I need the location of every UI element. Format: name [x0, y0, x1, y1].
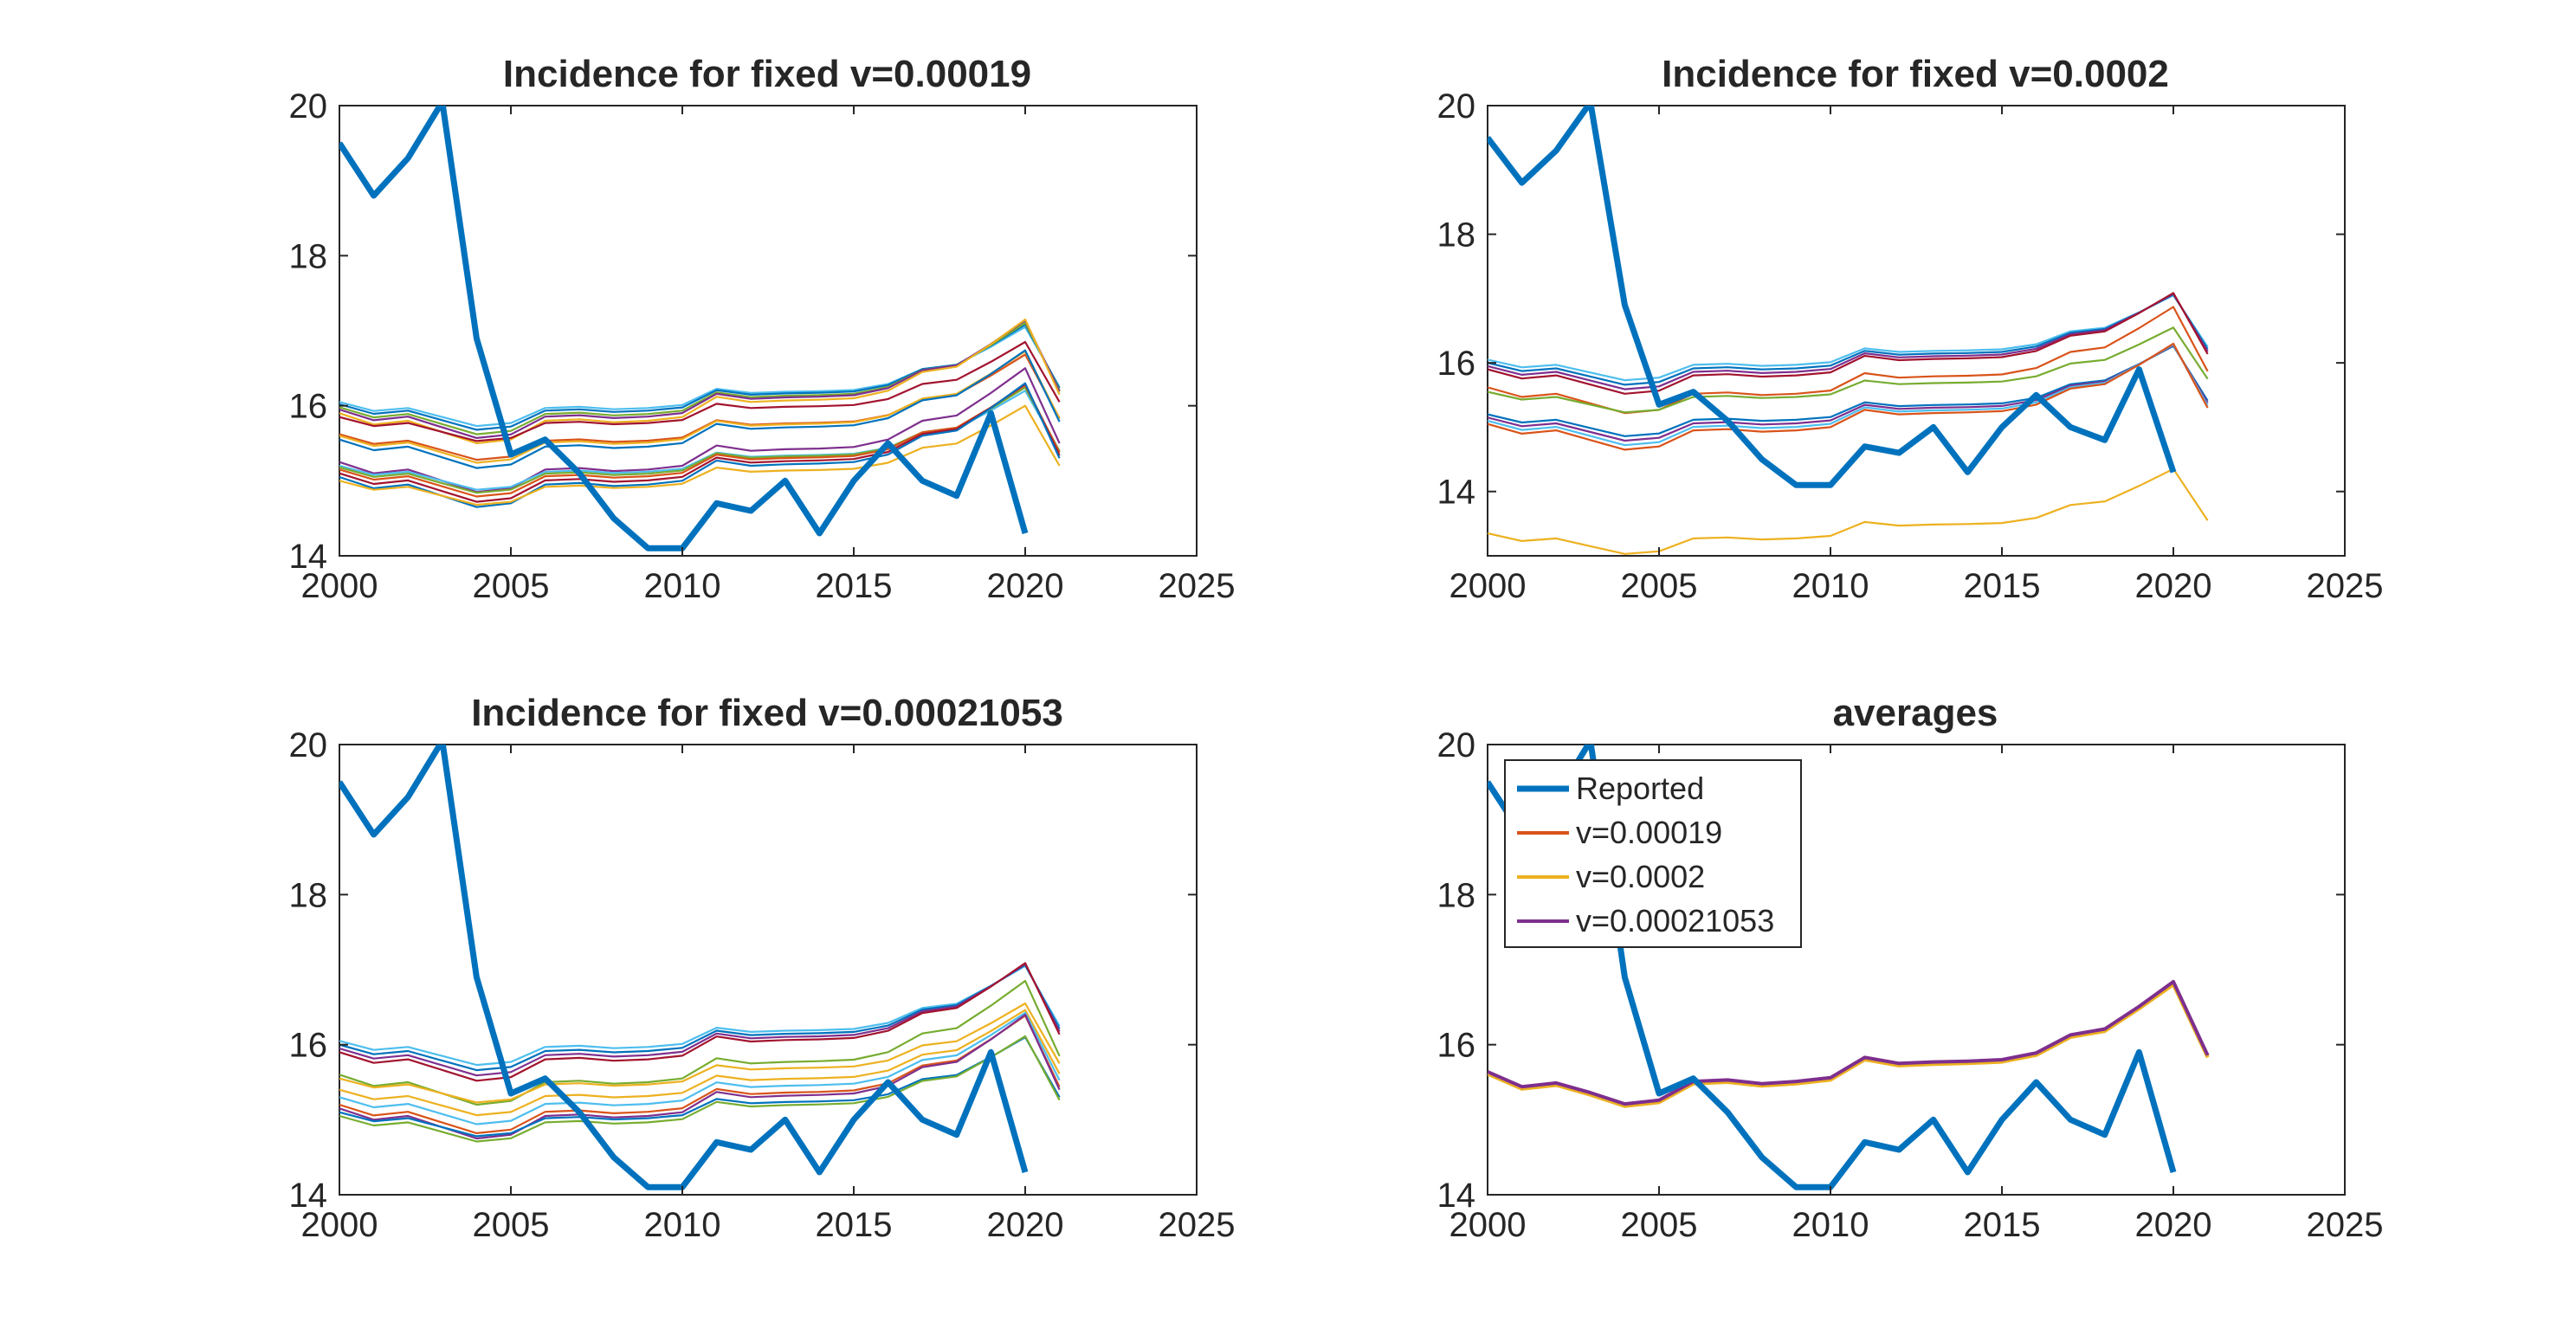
y-tick-label: 18 [1437, 876, 1476, 914]
simulated-series [339, 1011, 1061, 1125]
simulated-series [339, 340, 1061, 442]
simulated-series [339, 1009, 1061, 1117]
simulated-series [1488, 468, 2209, 555]
simulated-series [1488, 293, 2209, 386]
x-tick-label: 2000 [301, 567, 378, 605]
panel-title: averages [1833, 692, 1998, 734]
y-tick-label: 18 [289, 237, 328, 275]
x-tick-label: 2000 [301, 1206, 378, 1244]
y-tick-label: 14 [1437, 1177, 1476, 1215]
y-tick-label: 16 [1437, 1027, 1476, 1065]
x-tick-label: 2025 [2307, 1206, 2384, 1244]
x-tick-label: 2015 [1964, 567, 2041, 605]
plot-area [339, 745, 1061, 1190]
x-tick-label: 2020 [2135, 1206, 2212, 1244]
x-tick-label: 2005 [1621, 567, 1698, 605]
simulated-series [339, 964, 1061, 1072]
x-tick-label: 2010 [644, 1206, 721, 1244]
x-tick-label: 2025 [1159, 567, 1236, 605]
x-tick-label: 2010 [1792, 1206, 1869, 1244]
simulated-series [339, 1002, 1061, 1104]
x-tick-label: 2020 [2135, 567, 2212, 605]
y-tick-label: 18 [1437, 216, 1476, 255]
x-tick-label: 2000 [1449, 567, 1527, 605]
panel-incidence-v-0.0002: Incidence for fixed v=0.0002 2000 2005 201… [1437, 53, 2384, 605]
y-tick-label: 16 [1437, 345, 1476, 383]
simulated-series [339, 1015, 1061, 1134]
x-tick-label: 2005 [473, 567, 550, 605]
simulated-series [339, 963, 1061, 1077]
legend: Reported v=0.00019 v=0.0002 v=0.00021053 [1504, 759, 1802, 948]
simulated-series [339, 962, 1061, 1082]
simulated-series [339, 350, 1061, 464]
legend-label-reported: Reported [1576, 771, 1704, 806]
x-tick-label: 2005 [473, 1206, 550, 1244]
x-tick-label: 2015 [816, 1206, 893, 1244]
plot-area [339, 106, 1061, 551]
panel-averages: averages 2000 2005 2010 2015 2020 2025 14 16 18 2… [1437, 692, 2384, 1244]
legend-label-v-0.00019: v=0.00019 [1576, 815, 1722, 850]
simulated-series [1488, 345, 2209, 437]
simulated-series [1488, 293, 2209, 390]
panel-incidence-v-0.00021053: Incidence for fixed v=0.00021053 2000 200… [289, 692, 1236, 1244]
reported-series [1488, 106, 2177, 488]
x-tick-label: 2000 [1449, 1206, 1527, 1244]
reported-series [339, 745, 1029, 1190]
y-tick-label: 20 [1437, 87, 1476, 126]
simulated-series [339, 319, 1061, 439]
y-tick-label: 20 [1437, 726, 1476, 764]
simulated-series [339, 964, 1061, 1067]
x-tick-label: 2015 [816, 567, 893, 605]
axes-box [339, 105, 1198, 557]
x-tick-label: 2025 [1159, 1206, 1236, 1244]
simulated-series [339, 1035, 1061, 1138]
x-tick-label: 2005 [1621, 1206, 1698, 1244]
simulated-series [339, 979, 1061, 1106]
x-tick-label: 2020 [987, 567, 1064, 605]
x-tick-label: 2020 [987, 1206, 1064, 1244]
axes-box [1487, 105, 2346, 557]
average-series-v=0.00019 [1488, 981, 2210, 1106]
y-tick-label: 20 [289, 87, 328, 126]
simulated-series [1488, 343, 2209, 447]
panel-title: Incidence for fixed v=0.00019 [503, 53, 1031, 95]
axes-box [339, 744, 1198, 1196]
simulated-series [339, 404, 1061, 506]
y-tick-label: 14 [289, 1177, 328, 1215]
y-tick-label: 16 [289, 388, 328, 426]
average-series-v=0.0002 [1488, 983, 2210, 1108]
simulated-series [1488, 294, 2209, 382]
legend-label-v-0.0002: v=0.0002 [1576, 859, 1705, 894]
y-tick-label: 20 [289, 726, 328, 764]
y-tick-label: 14 [289, 538, 328, 576]
simulated-series [339, 384, 1061, 498]
plot-area [1488, 106, 2209, 555]
panel-title: Incidence for fixed v=0.00021053 [471, 692, 1063, 734]
panel-title: Incidence for fixed v=0.0002 [1662, 53, 2169, 95]
simulated-series [339, 1013, 1061, 1140]
x-tick-label: 2025 [2307, 567, 2384, 605]
legend-label-v-0.00021053: v=0.00021053 [1576, 903, 1774, 938]
simulated-series [339, 382, 1061, 508]
panel-incidence-v-0.00019: Incidence for fixed v=0.00019 2000 2005 20… [289, 53, 1236, 605]
simulated-series [339, 349, 1061, 469]
simulated-series [1488, 326, 2209, 414]
simulated-series [339, 323, 1061, 431]
simulated-series [339, 318, 1061, 445]
simulated-series [339, 1035, 1061, 1143]
x-tick-label: 2010 [1792, 567, 1869, 605]
average-series-v=0.00021053 [1488, 979, 2210, 1106]
axes-box [1487, 744, 2346, 1196]
y-tick-label: 16 [289, 1027, 328, 1065]
y-tick-label: 18 [289, 876, 328, 914]
simulated-series [339, 367, 1061, 493]
x-tick-label: 2010 [644, 567, 721, 605]
x-tick-label: 2015 [1964, 1206, 2041, 1244]
simulated-series [1488, 344, 2209, 442]
simulated-series [1488, 292, 2209, 395]
simulated-series [339, 383, 1061, 503]
simulated-series [1488, 342, 2209, 451]
y-tick-label: 14 [1437, 474, 1476, 512]
